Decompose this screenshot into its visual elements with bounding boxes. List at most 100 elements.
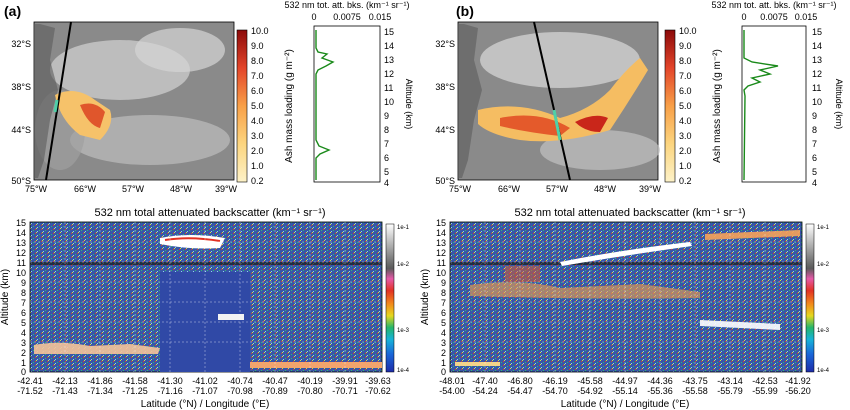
svg-text:8: 8 — [441, 288, 446, 298]
svg-text:50°S: 50°S — [435, 176, 455, 186]
svg-text:6: 6 — [812, 153, 817, 163]
svg-text:6.0: 6.0 — [679, 86, 692, 96]
svg-text:10.0: 10.0 — [251, 26, 269, 36]
svg-text:11: 11 — [384, 83, 393, 93]
svg-text:48°W: 48°W — [170, 184, 193, 194]
svg-text:-54.92: -54.92 — [577, 386, 603, 396]
panel-b-colorbar: 10.0 9.0 8.0 7.0 6.0 5.0 4.0 3.0 2.0 1.0… — [664, 26, 723, 186]
panel-b-map — [457, 21, 660, 181]
svg-text:6: 6 — [21, 308, 26, 318]
svg-text:1.0: 1.0 — [679, 161, 692, 171]
svg-text:-46.19: -46.19 — [542, 376, 568, 386]
panel-b-profile-line — [743, 30, 779, 181]
svg-text:-41.58: -41.58 — [122, 376, 148, 386]
svg-text:1e-4: 1e-4 — [817, 368, 830, 374]
svg-text:-43.14: -43.14 — [717, 376, 743, 386]
panel-a-map-lon-ticks: 75°W 66°W 57°W 48°W 39°W — [25, 184, 238, 194]
svg-text:6.0: 6.0 — [251, 86, 264, 96]
svg-text:3.0: 3.0 — [679, 131, 692, 141]
svg-text:11: 11 — [17, 258, 26, 268]
svg-text:-70.98: -70.98 — [227, 386, 253, 396]
svg-text:0.015: 0.015 — [369, 12, 392, 22]
panel-a-profile: 532 nm tot. att. bks. (km⁻¹ sr⁻¹) 0 0.00… — [284, 0, 414, 188]
svg-text:3.0: 3.0 — [251, 131, 264, 141]
svg-text:-39.63: -39.63 — [365, 376, 391, 386]
svg-text:14: 14 — [436, 228, 446, 238]
svg-text:4.0: 4.0 — [251, 116, 264, 126]
svg-text:1: 1 — [21, 358, 26, 368]
svg-text:38°S: 38°S — [435, 82, 455, 92]
panel-b-curtain-yticks: 15 14 13 12 11 10 9 8 7 6 5 4 3 2 1 0 — [436, 218, 446, 377]
svg-text:9: 9 — [812, 111, 817, 121]
panel-a-curtain-title: 532 nm total attenuated backscatter (km⁻… — [94, 207, 325, 219]
svg-text:15: 15 — [16, 218, 26, 228]
svg-text:0.2: 0.2 — [251, 176, 264, 186]
svg-text:8: 8 — [384, 125, 389, 135]
svg-text:4: 4 — [812, 178, 817, 188]
svg-text:57°W: 57°W — [122, 184, 145, 194]
svg-text:44°S: 44°S — [11, 125, 31, 135]
svg-text:-54.00: -54.00 — [439, 386, 465, 396]
svg-text:-54.24: -54.24 — [472, 386, 498, 396]
svg-text:12: 12 — [812, 69, 822, 79]
svg-text:11: 11 — [812, 83, 821, 93]
panel-a-profile-yticks: 15 14 13 12 11 10 9 8 7 6 5 4 — [384, 27, 394, 188]
svg-text:66°W: 66°W — [498, 184, 521, 194]
svg-text:8.0: 8.0 — [679, 56, 692, 66]
svg-text:-55.14: -55.14 — [612, 386, 638, 396]
svg-text:-70.89: -70.89 — [262, 386, 288, 396]
panel-a-curtain-yticks: 15 14 13 12 11 10 9 8 7 6 5 4 3 2 1 0 — [16, 218, 26, 377]
panel-a-curtain: 532 nm total attenuated backscatter (km⁻… — [0, 207, 410, 410]
panel-a-curtain-xlabel: Latitude (°N) / Longitude (°E) — [141, 399, 270, 410]
svg-text:10: 10 — [16, 268, 26, 278]
svg-text:4: 4 — [441, 328, 446, 338]
svg-text:8: 8 — [812, 125, 817, 135]
svg-text:0: 0 — [311, 12, 316, 22]
svg-text:-42.41: -42.41 — [17, 376, 43, 386]
panel-b-map-lon-ticks: 75°W 66°W 57°W 48°W 39°W — [449, 184, 662, 194]
svg-text:12: 12 — [16, 248, 26, 258]
svg-text:75°W: 75°W — [25, 184, 48, 194]
svg-text:0: 0 — [741, 12, 746, 22]
svg-text:-46.80: -46.80 — [507, 376, 533, 386]
panel-a-map-lat-ticks: 32°S 38°S 44°S 50°S — [11, 39, 31, 186]
svg-text:11: 11 — [437, 258, 446, 268]
svg-text:38°S: 38°S — [11, 82, 31, 92]
svg-text:5: 5 — [441, 318, 446, 328]
svg-text:-47.40: -47.40 — [472, 376, 498, 386]
svg-text:-55.58: -55.58 — [682, 386, 708, 396]
svg-text:9: 9 — [21, 278, 26, 288]
svg-text:8.0: 8.0 — [251, 56, 264, 66]
panel-a-curtain-lon-ticks: -71.52 -71.43 -71.34 -71.25 -71.16 -71.0… — [17, 386, 391, 396]
svg-text:2.0: 2.0 — [251, 146, 264, 156]
svg-text:-42.53: -42.53 — [752, 376, 778, 386]
panel-b-curtain-xlabel: Latitude (°N) / Longitude (°E) — [561, 399, 690, 410]
svg-text:7.0: 7.0 — [679, 71, 692, 81]
svg-text:-44.36: -44.36 — [647, 376, 673, 386]
svg-text:-39.91: -39.91 — [332, 376, 358, 386]
panel-a: (a) 32°S 38°S 44°S 50°S 75°W 66°W 57°W 4… — [0, 0, 414, 410]
svg-text:5: 5 — [384, 167, 389, 177]
svg-text:-70.71: -70.71 — [332, 386, 358, 396]
svg-text:-71.07: -71.07 — [192, 386, 218, 396]
svg-text:1e-3: 1e-3 — [817, 328, 830, 334]
svg-text:-42.13: -42.13 — [52, 376, 78, 386]
svg-text:5.0: 5.0 — [679, 101, 692, 111]
caliop-track-b — [533, 21, 571, 181]
svg-text:2: 2 — [441, 348, 446, 358]
svg-text:5.0: 5.0 — [251, 101, 264, 111]
svg-text:32°S: 32°S — [11, 39, 31, 49]
panel-b-map-lat-ticks: 32°S 38°S 44°S 50°S — [435, 39, 455, 186]
svg-text:7: 7 — [21, 298, 26, 308]
svg-text:1e-2: 1e-2 — [817, 262, 830, 268]
svg-text:5: 5 — [21, 318, 26, 328]
svg-text:3: 3 — [441, 338, 446, 348]
svg-text:7.0: 7.0 — [251, 71, 264, 81]
svg-text:1e-1: 1e-1 — [397, 225, 410, 231]
svg-text:7: 7 — [441, 298, 446, 308]
ash-layer-b-mid — [470, 282, 700, 299]
svg-text:15: 15 — [384, 27, 394, 37]
svg-text:12: 12 — [384, 69, 394, 79]
svg-text:1e-1: 1e-1 — [817, 225, 830, 231]
svg-text:13: 13 — [384, 55, 394, 65]
